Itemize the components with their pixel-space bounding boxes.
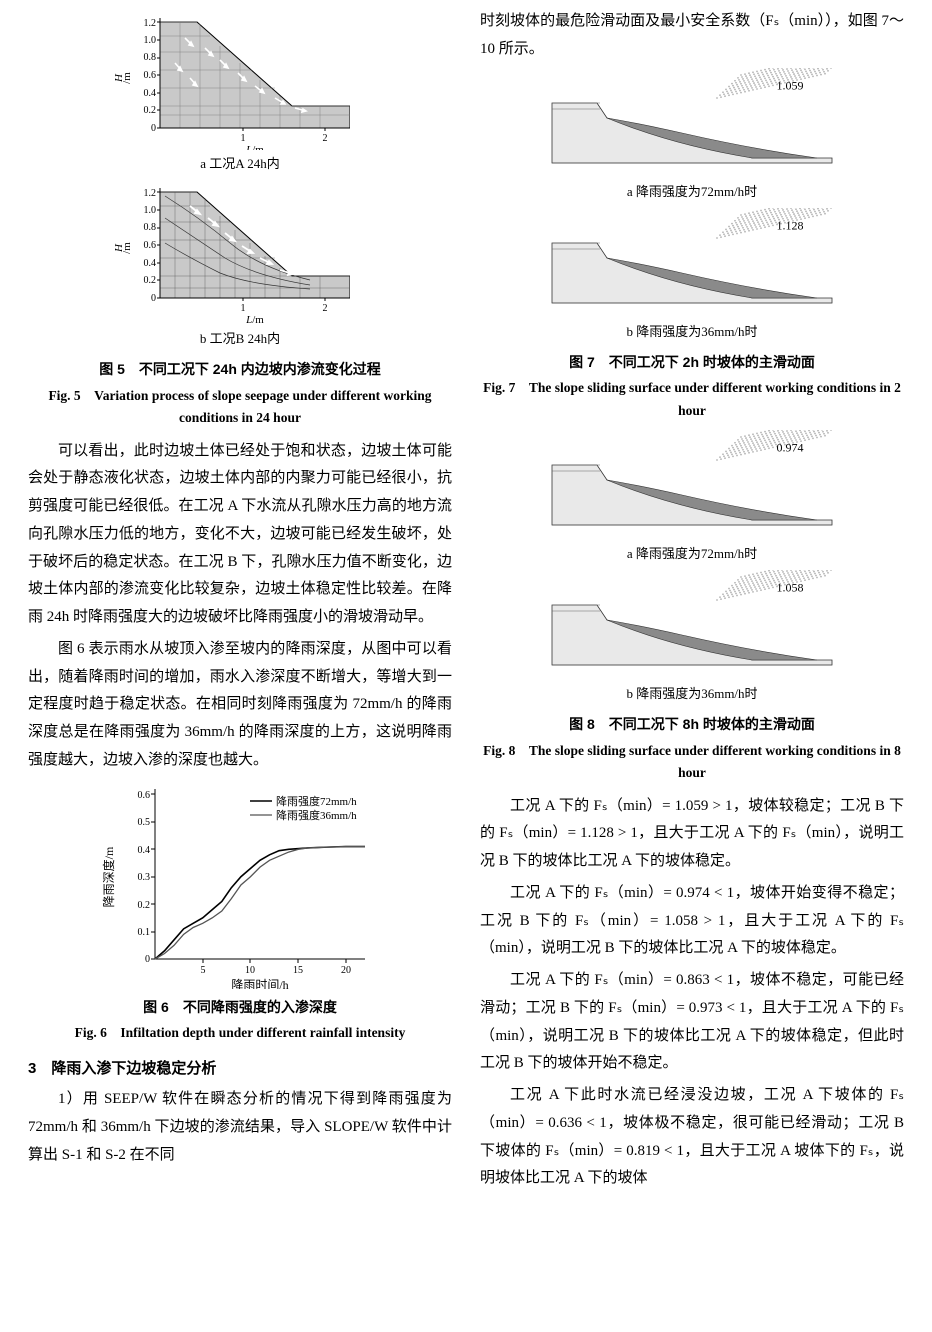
fig6-caption-cn: 图 6 不同降雨强度的入渗深度	[28, 995, 452, 1021]
svg-text:0.6: 0.6	[144, 240, 157, 251]
fig6: 0 0.1 0.2 0.3 0.4 0.5 0.6	[28, 779, 452, 989]
svg-text:降雨深度/m: 降雨深度/m	[101, 846, 116, 907]
svg-text:20: 20	[341, 965, 351, 976]
svg-text:2: 2	[323, 133, 328, 144]
svg-text:15: 15	[293, 965, 303, 976]
para-2: 图 6 表示雨水从坡顶入渗至坡内的降雨深度，从图中可以看出，随着降雨时间的增加，…	[28, 636, 452, 775]
section-3-head: 3 降雨入渗下边坡稳定分析	[28, 1055, 452, 1083]
para-1: 可以看出，此时边坡土体已经处于饱和状态，边坡土体可能会处于静态液化状态，边坡土体…	[28, 438, 452, 632]
svg-text:0.2: 0.2	[144, 275, 157, 286]
svg-text:0.6: 0.6	[144, 70, 157, 81]
fig5-caption-en: Fig. 5 Variation process of slope seepag…	[28, 385, 452, 430]
svg-text:/m: /m	[121, 72, 133, 84]
para-r2: 工况 A 下的 Fₛ（min）= 0.974 < 1，坡体开始变得不稳定；工况 …	[480, 880, 904, 963]
svg-text:5: 5	[201, 965, 206, 976]
svg-text:0.974: 0.974	[777, 441, 804, 455]
svg-text:降雨时间/h: 降雨时间/h	[231, 978, 288, 989]
svg-text:0.5: 0.5	[138, 817, 151, 828]
svg-text:10: 10	[245, 965, 255, 976]
svg-text:0.4: 0.4	[144, 258, 157, 269]
svg-text:0: 0	[151, 293, 156, 304]
svg-text:0.8: 0.8	[144, 52, 157, 63]
svg-text:0: 0	[145, 954, 150, 965]
fig5-caption-cn: 图 5 不同工况下 24h 内边坡内渗流变化过程	[28, 357, 452, 383]
svg-text:1.2: 1.2	[144, 18, 157, 29]
fig8-caption-cn: 图 8 不同工况下 8h 时坡体的主滑动面	[480, 712, 904, 738]
svg-text:0.3: 0.3	[138, 872, 151, 883]
svg-text:0.1: 0.1	[138, 927, 151, 938]
fig8-b: 1.058 b 降雨强度为36mm/h时	[480, 570, 904, 706]
fig7-b: 1.128 b 降雨强度为36mm/h时	[480, 208, 904, 344]
fig5-sub-b: b 工况B 24h内	[28, 327, 452, 351]
svg-text:0.6: 0.6	[138, 790, 151, 801]
svg-text:降雨强度72mm/h: 降雨强度72mm/h	[276, 794, 357, 808]
svg-text:1.058: 1.058	[777, 581, 804, 595]
svg-text:1: 1	[241, 303, 246, 314]
svg-text:0.2: 0.2	[138, 900, 151, 911]
para-r1: 工况 A 下的 Fₛ（min）= 1.059 > 1，坡体较稳定；工况 B 下的…	[480, 793, 904, 876]
fig5-svg-a: 00.2 0.40.6 0.81.0 1.2 12 H /m L/m	[105, 10, 375, 150]
fig5-chart-a: 00.2 0.40.6 0.81.0 1.2 12 H /m L/m a 工况A…	[28, 10, 452, 176]
svg-text:0.8: 0.8	[144, 222, 157, 233]
fig6-caption-en: Fig. 6 Infiltation depth under different…	[28, 1022, 452, 1044]
fig8-caption-en: Fig. 8 The slope sliding surface under d…	[480, 740, 904, 785]
svg-text:0.2: 0.2	[144, 105, 157, 116]
para-3: 1）用 SEEP/W 软件在瞬态分析的情况下得到降雨强度为 72mm/h 和 3…	[28, 1086, 452, 1169]
fig6-svg: 0 0.1 0.2 0.3 0.4 0.5 0.6	[95, 779, 385, 989]
para-top-right: 时刻坡体的最危险滑动面及最小安全系数（Fₛ（min）），如图 7～10 所示。	[480, 8, 904, 64]
svg-text:0.4: 0.4	[144, 88, 157, 99]
svg-text:1.2: 1.2	[144, 188, 157, 199]
svg-text:L/m: L/m	[245, 314, 264, 325]
svg-text:0.4: 0.4	[138, 845, 151, 856]
svg-text:0: 0	[151, 123, 156, 134]
para-r4: 工况 A 下此时水流已经浸没边坡，工况 A 下坡体的 Fₛ（min）= 0.63…	[480, 1082, 904, 1193]
svg-text:1.128: 1.128	[777, 218, 804, 232]
svg-text:2: 2	[323, 303, 328, 314]
fig8-a: 0.974 a 降雨强度为72mm/h时	[480, 430, 904, 566]
svg-text:1.059: 1.059	[777, 78, 804, 92]
fig5-sub-a: a 工况A 24h内	[28, 152, 452, 176]
fig5-chart-b: 00.20.4 0.60.81.01.2 12 H /m L/m b 工况B 2…	[28, 180, 452, 351]
para-r3: 工况 A 下的 Fₛ（min）= 0.863 < 1，坡体不稳定，可能已经滑动；…	[480, 967, 904, 1078]
svg-text:1.0: 1.0	[144, 205, 157, 216]
fig5-svg-b: 00.20.4 0.60.81.01.2 12 H /m L/m	[105, 180, 375, 325]
fig7-caption-cn: 图 7 不同工况下 2h 时坡体的主滑动面	[480, 350, 904, 376]
fig7-caption-en: Fig. 7 The slope sliding surface under d…	[480, 377, 904, 422]
svg-text:/m: /m	[121, 242, 133, 254]
fig7-a: 1.059 a 降雨强度为72mm/h时	[480, 68, 904, 204]
svg-text:降雨强度36mm/h: 降雨强度36mm/h	[276, 808, 357, 822]
svg-text:1: 1	[241, 133, 246, 144]
svg-text:L/m: L/m	[245, 144, 264, 150]
svg-text:1.0: 1.0	[144, 35, 157, 46]
